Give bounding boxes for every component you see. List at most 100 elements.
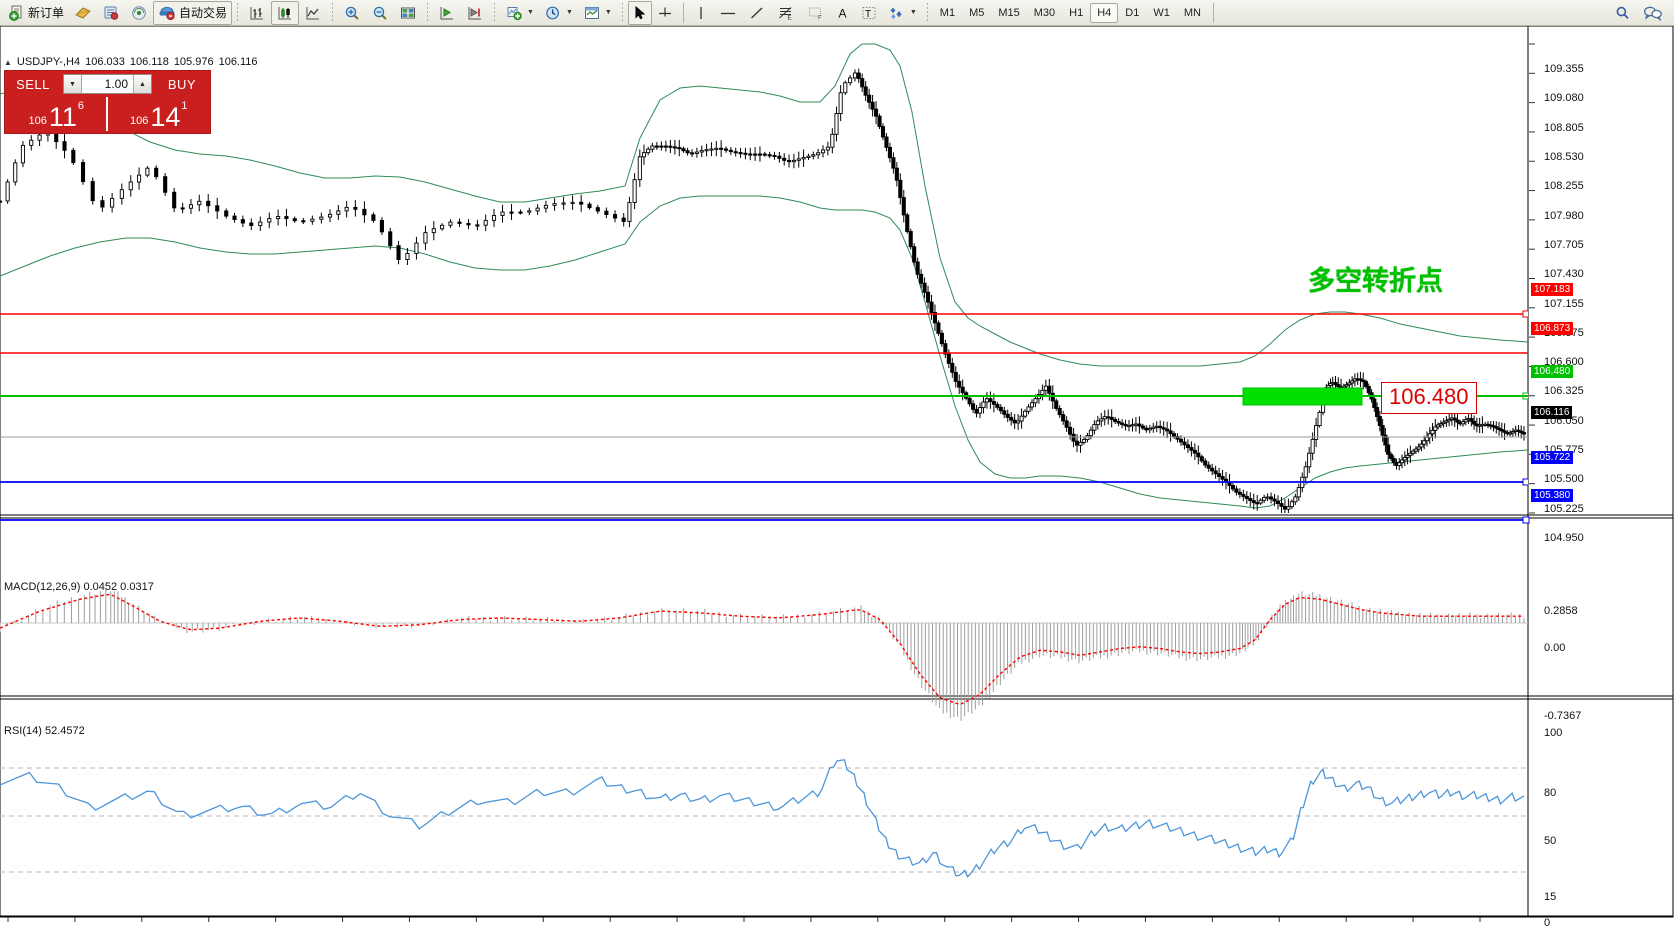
buy-price-prefix: 106 bbox=[129, 115, 149, 127]
sell-price-display[interactable]: 106 11 6 bbox=[7, 97, 108, 131]
price-tag-current: 106.116 bbox=[1531, 406, 1573, 419]
macd-panel[interactable] bbox=[0, 587, 1528, 721]
timeframe-m15[interactable]: M15 bbox=[998, 6, 1020, 19]
volume-input[interactable]: 1.00 bbox=[104, 77, 128, 91]
collapse-triangle-icon[interactable]: ▲ bbox=[4, 57, 12, 67]
search-icon[interactable] bbox=[1614, 5, 1632, 21]
volume-stepper[interactable]: ▼ 1.00 ▲ bbox=[63, 74, 152, 94]
new-order-button[interactable]: 新订单 bbox=[4, 1, 69, 25]
macd-histogram bbox=[0, 587, 1525, 721]
navigator-icon bbox=[102, 5, 120, 21]
macd-label: MACD(12,26,9) 0.0452 0.0317 bbox=[4, 581, 154, 593]
toolbar-separator bbox=[237, 2, 239, 23]
crosshair-icon bbox=[657, 5, 673, 21]
navigator-button[interactable] bbox=[97, 1, 125, 25]
bar-chart-icon bbox=[248, 5, 266, 21]
buy-button[interactable]: BUY bbox=[167, 76, 197, 92]
trendline-button[interactable] bbox=[743, 1, 771, 25]
tile-windows-icon bbox=[399, 5, 417, 21]
channel-button[interactable]: F bbox=[801, 1, 831, 25]
crosshair-button[interactable] bbox=[652, 1, 678, 25]
volume-up-icon[interactable]: ▲ bbox=[133, 75, 151, 93]
bollinger-lower-band bbox=[0, 195, 1528, 509]
price-tick-label: 108.805 bbox=[1544, 121, 1584, 134]
chart-canvas[interactable] bbox=[0, 26, 1674, 947]
bar-chart-button[interactable] bbox=[243, 1, 271, 25]
chevron-down-icon: ▼ bbox=[604, 9, 612, 16]
price-tag-105722[interactable]: 105.722 bbox=[1531, 451, 1574, 464]
metaeditor-button[interactable] bbox=[69, 1, 97, 25]
toolbar-separator bbox=[332, 2, 334, 23]
shapes-dropdown[interactable]: ▼ bbox=[883, 1, 922, 25]
candlestick-chart-icon bbox=[276, 5, 294, 21]
clock-icon bbox=[544, 5, 562, 21]
svg-text:A: A bbox=[838, 6, 846, 20]
sell-button[interactable]: SELL bbox=[16, 76, 50, 92]
auto-scroll-button[interactable] bbox=[433, 1, 461, 25]
candlestick-chart-button[interactable] bbox=[271, 0, 300, 25]
templates-icon bbox=[583, 5, 601, 21]
symbol-quote-header: ▲ USDJPY-,H4 106.033 106.118 105.976 106… bbox=[4, 56, 258, 68]
chevron-down-icon: ▼ bbox=[565, 9, 573, 16]
time-axis-ticks bbox=[7, 917, 1481, 922]
price-level-handle bbox=[1522, 310, 1528, 318]
autotrading-button[interactable]: 自动交易 bbox=[153, 0, 233, 25]
rsi-panel[interactable] bbox=[0, 759, 1528, 878]
price-axis-ticks bbox=[1529, 43, 1535, 514]
channel-icon: F bbox=[806, 5, 826, 21]
price-tick-label: 107.155 bbox=[1544, 297, 1584, 310]
zoom-in-button[interactable] bbox=[338, 1, 366, 25]
timeframe-h1[interactable]: H1 bbox=[1069, 6, 1084, 19]
tile-windows-button[interactable] bbox=[394, 1, 422, 25]
one-click-trading-panel[interactable]: SELL ▼ 1.00 ▲ BUY 106 11 6 106 14 1 bbox=[4, 70, 211, 134]
toolbar-separator bbox=[494, 2, 496, 23]
timeframe-mn[interactable]: MN bbox=[1183, 6, 1201, 19]
shapes-icon bbox=[888, 5, 906, 21]
vertical-line-icon bbox=[694, 5, 708, 21]
price-tick-label: 108.530 bbox=[1544, 150, 1584, 163]
fibonacci-button[interactable]: E bbox=[771, 1, 801, 25]
horizontal-line-button[interactable] bbox=[713, 1, 743, 25]
chat-icon[interactable] bbox=[1642, 5, 1664, 21]
timeframe-m30[interactable]: M30 bbox=[1033, 6, 1056, 19]
sell-price-sup: 6 bbox=[77, 100, 84, 112]
chart-area[interactable]: ▲ USDJPY-,H4 106.033 106.118 105.976 106… bbox=[0, 26, 1674, 947]
quote-low: 105.976 bbox=[173, 56, 214, 68]
chart-shift-button[interactable] bbox=[461, 1, 489, 25]
period-dropdown[interactable]: ▼ bbox=[539, 1, 578, 25]
timeframe-m5[interactable]: M5 bbox=[969, 6, 985, 19]
price-panel[interactable] bbox=[0, 43, 1529, 520]
price-tick-label: 106.325 bbox=[1544, 385, 1584, 398]
templates-dropdown[interactable]: ▼ bbox=[578, 1, 617, 25]
price-tag-106873[interactable]: 106.873 bbox=[1531, 322, 1574, 335]
text-label-button[interactable]: T bbox=[855, 1, 883, 25]
price-tick-label: 109.080 bbox=[1544, 92, 1584, 105]
price-tick-label: 105.225 bbox=[1544, 502, 1584, 515]
macd-signal-line bbox=[0, 593, 1524, 705]
buy-price-display[interactable]: 106 14 1 bbox=[109, 97, 208, 132]
zoom-out-button[interactable] bbox=[366, 1, 394, 25]
indicators-dropdown[interactable]: ▼ bbox=[500, 1, 539, 25]
line-chart-button[interactable] bbox=[299, 1, 327, 25]
horizontal-line-icon bbox=[718, 5, 738, 21]
vertical-line-button[interactable] bbox=[689, 1, 713, 25]
timeframe-h4[interactable]: H4 bbox=[1090, 2, 1119, 23]
rsi-tick-label: 80 bbox=[1544, 787, 1557, 799]
macd-tick-label: 0.00 bbox=[1544, 642, 1566, 654]
volume-down-icon[interactable]: ▼ bbox=[64, 75, 82, 93]
timeframe-m1[interactable]: M1 bbox=[939, 6, 956, 19]
buy-price-big: 14 bbox=[150, 102, 181, 132]
cursor-button[interactable] bbox=[627, 0, 652, 25]
indicators-icon bbox=[505, 5, 523, 21]
toolbar-separator bbox=[926, 2, 928, 23]
timeframe-w1[interactable]: W1 bbox=[1153, 6, 1170, 19]
sell-price-big: 11 bbox=[48, 102, 77, 132]
price-tag-107183[interactable]: 107.183 bbox=[1531, 283, 1574, 296]
price-tag-106480[interactable]: 106.480 bbox=[1531, 365, 1574, 378]
text-button[interactable]: A bbox=[831, 1, 855, 25]
price-tag-105380[interactable]: 105.380 bbox=[1531, 489, 1574, 502]
signals-button[interactable] bbox=[125, 1, 153, 25]
new-order-icon bbox=[9, 5, 25, 21]
quote-high: 106.118 bbox=[129, 56, 169, 68]
timeframe-d1[interactable]: D1 bbox=[1125, 6, 1140, 19]
